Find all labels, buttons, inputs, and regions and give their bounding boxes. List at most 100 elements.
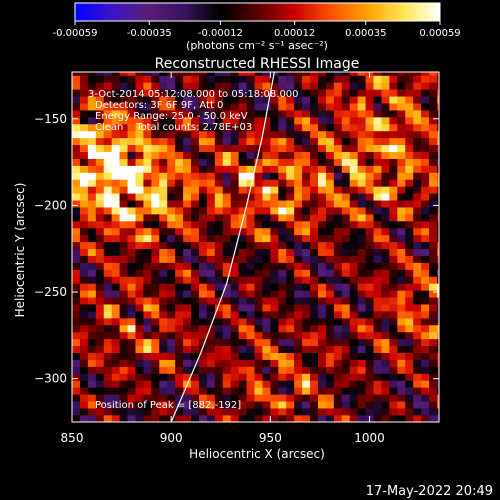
heatmap-cell — [317, 276, 327, 284]
heatmap-cell — [222, 401, 232, 409]
heatmap-cell — [349, 338, 358, 347]
heatmap-cell — [79, 227, 89, 236]
heatmap-cell — [143, 130, 152, 139]
heatmap-cell — [429, 123, 438, 132]
heatmap-cell — [79, 234, 89, 243]
heatmap-cell — [413, 158, 422, 166]
heatmap-cell — [111, 380, 120, 388]
chart-title: Reconstructed RHESSI Image — [155, 56, 360, 72]
heatmap-cell — [437, 172, 439, 180]
heatmap-cell — [191, 290, 200, 298]
heatmap-cell — [373, 283, 382, 291]
heatmap-cell — [238, 221, 247, 229]
heatmap-cell — [175, 82, 184, 90]
heatmap-cell — [254, 241, 263, 250]
heatmap-cell — [175, 269, 184, 277]
heatmap-cell — [341, 297, 351, 305]
heatmap-cell — [135, 311, 144, 319]
heatmap-cell — [357, 193, 366, 201]
heatmap-cell — [341, 151, 351, 159]
heatmap-cell — [310, 324, 319, 333]
heatmap-cell — [437, 394, 439, 402]
heatmap-cell — [222, 380, 232, 388]
heatmap-cell — [270, 366, 279, 374]
heatmap-cell — [230, 200, 239, 208]
heatmap-cell — [143, 394, 152, 402]
heatmap-cell — [405, 207, 414, 215]
heatmap-cell — [389, 214, 398, 222]
heatmap-cell — [254, 186, 263, 194]
heatmap-cell — [151, 380, 160, 388]
heatmap-cell — [87, 151, 97, 159]
heatmap-cell — [397, 387, 406, 395]
heatmap-cell — [317, 137, 327, 146]
heatmap-cell — [270, 117, 279, 125]
heatmap-cell — [206, 234, 216, 243]
heatmap-cell — [365, 248, 374, 256]
y-tick-label: −250 — [34, 285, 67, 299]
heatmap-cell — [111, 89, 120, 97]
heatmap-cell — [310, 234, 319, 243]
heatmap-cell — [278, 89, 287, 97]
heatmap-cell — [238, 415, 247, 422]
heatmap-cell — [317, 401, 327, 409]
heatmap-cell — [270, 290, 279, 298]
heatmap-cell — [421, 151, 430, 159]
heatmap-cell — [437, 297, 439, 305]
heatmap-cell — [381, 345, 390, 353]
heatmap-cell — [333, 137, 343, 146]
heatmap-cell — [183, 241, 192, 250]
heatmap-cell — [72, 394, 81, 402]
heatmap-cell — [167, 304, 176, 312]
heatmap-cell — [254, 311, 263, 319]
heatmap-cell — [437, 137, 439, 146]
heatmap-cell — [135, 179, 144, 187]
heatmap-cell — [111, 373, 120, 381]
heatmap-cell — [373, 248, 382, 256]
heatmap-cell — [365, 276, 374, 284]
heatmap-cell — [143, 338, 152, 347]
heatmap-cell — [127, 276, 136, 284]
heatmap-cell — [389, 75, 398, 83]
heatmap-cell — [95, 137, 105, 146]
heatmap-cell — [294, 408, 303, 416]
x-tick-label: 950 — [259, 431, 282, 445]
heatmap-cell — [310, 394, 319, 402]
heatmap-cell — [103, 227, 112, 236]
heatmap-cell — [206, 283, 216, 291]
heatmap-cell — [111, 103, 120, 111]
heatmap-cell — [238, 200, 247, 208]
heatmap-cell — [222, 408, 232, 416]
heatmap-cell — [429, 345, 438, 353]
heatmap-cell — [349, 186, 358, 194]
heatmap-cell — [198, 408, 208, 416]
heatmap-cell — [437, 408, 439, 416]
heatmap-cell — [365, 255, 374, 263]
heatmap-cell — [310, 110, 319, 118]
heatmap-cell — [79, 200, 89, 208]
heatmap-cell — [159, 359, 168, 367]
heatmap-cell — [365, 394, 374, 402]
heatmap-cell — [333, 248, 343, 256]
heatmap-cell — [341, 234, 351, 243]
heatmap-cell — [413, 394, 422, 402]
heatmap-cell — [365, 130, 374, 139]
heatmap-cell — [198, 123, 208, 132]
heatmap-cell — [191, 380, 200, 388]
heatmap-cell — [159, 290, 168, 298]
heatmap-cell — [413, 415, 422, 422]
heatmap-cell — [397, 165, 406, 173]
heatmap-cell — [437, 165, 439, 173]
heatmap-cell — [405, 297, 414, 305]
heatmap-cell — [333, 151, 343, 159]
heatmap-cell — [365, 117, 374, 125]
heatmap-cell — [310, 297, 319, 305]
heatmap-cell — [159, 207, 168, 215]
heatmap-cell — [151, 151, 160, 159]
heatmap-cell — [302, 103, 311, 111]
heatmap-cell — [262, 248, 271, 256]
heatmap-cell — [87, 401, 97, 409]
heatmap-cell — [405, 221, 414, 229]
heatmap-cell — [230, 338, 239, 347]
heatmap-cell — [127, 352, 136, 360]
